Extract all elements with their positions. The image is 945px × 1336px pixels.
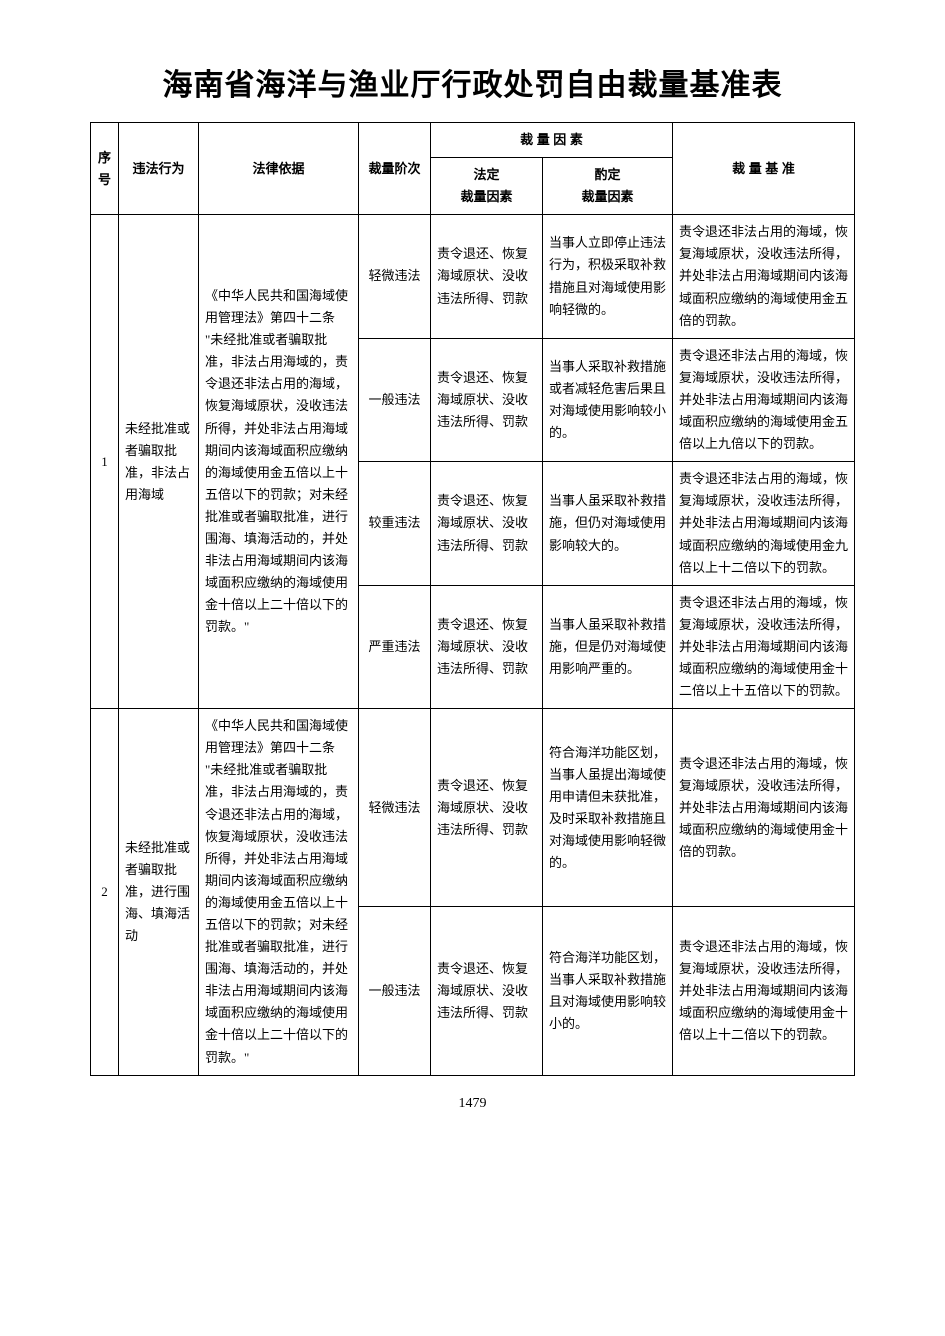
cell-factor-a: 责令退还、恢复海域原状、没收违法所得、罚款	[431, 907, 543, 1075]
cell-factor-b: 当事人虽采取补救措施，但是仍对海域使用影响严重的。	[543, 585, 673, 708]
page-number: 1479	[90, 1096, 855, 1112]
header-factor-a: 法定 裁量因素	[431, 158, 543, 215]
cell-stage: 轻微违法	[359, 215, 431, 338]
header-law: 法律依据	[199, 123, 359, 215]
table-header-row: 序号 违法行为 法律依据 裁量阶次 裁 量 因 素 裁 量 基 准	[91, 123, 855, 158]
cell-factor-a: 责令退还、恢复海域原状、没收违法所得、罚款	[431, 215, 543, 338]
cell-factor-b: 当事人采取补救措施或者减轻危害后果且对海域使用影响较小的。	[543, 338, 673, 461]
cell-stage: 轻微违法	[359, 709, 431, 907]
header-factor-group: 裁 量 因 素	[431, 123, 673, 158]
cell-factor-a: 责令退还、恢复海域原状、没收违法所得、罚款	[431, 338, 543, 461]
cell-seq: 1	[91, 215, 119, 709]
cell-stage: 一般违法	[359, 907, 431, 1075]
cell-law: 《中华人民共和国海域使用管理法》第四十二条 "未经批准或者骗取批准，非法占用海域…	[199, 215, 359, 709]
cell-standard: 责令退还非法占用的海域，恢复海域原状，没收违法所得，并处非法占用海域期间内该海域…	[673, 709, 855, 907]
table-row: 2 未经批准或者骗取批准，进行围海、填海活动 《中华人民共和国海域使用管理法》第…	[91, 709, 855, 907]
cell-act: 未经批准或者骗取批准，非法占用海域	[119, 215, 199, 709]
cell-standard: 责令退还非法占用的海域，恢复海域原状，没收违法所得，并处非法占用海域期间内该海域…	[673, 585, 855, 708]
header-stage: 裁量阶次	[359, 123, 431, 215]
cell-act: 未经批准或者骗取批准，进行围海、填海活动	[119, 709, 199, 1076]
header-act: 违法行为	[119, 123, 199, 215]
cell-stage: 较重违法	[359, 462, 431, 585]
document-title: 海南省海洋与渔业厅行政处罚自由裁量基准表	[90, 60, 855, 104]
cell-seq: 2	[91, 709, 119, 1076]
cell-standard: 责令退还非法占用的海域，恢复海域原状，没收违法所得，并处非法占用海域期间内该海域…	[673, 338, 855, 461]
cell-standard: 责令退还非法占用的海域，恢复海域原状，没收违法所得，并处非法占用海域期间内该海域…	[673, 907, 855, 1075]
cell-factor-a: 责令退还、恢复海域原状、没收违法所得、罚款	[431, 585, 543, 708]
cell-factor-a: 责令退还、恢复海域原状、没收违法所得、罚款	[431, 709, 543, 907]
header-factor-b: 酌定 裁量因素	[543, 158, 673, 215]
header-factor-b-l2: 裁量因素	[581, 189, 633, 204]
cell-factor-b: 当事人虽采取补救措施，但仍对海域使用影响较大的。	[543, 462, 673, 585]
header-factor-a-l2: 裁量因素	[460, 189, 512, 204]
document-page: 海南省海洋与渔业厅行政处罚自由裁量基准表 序号 违法行为 法律依据 裁量阶次 裁…	[0, 0, 945, 1152]
cell-factor-b: 符合海洋功能区划，当事人虽提出海域使用申请但未获批准，及时采取补救措施且对海域使…	[543, 709, 673, 907]
cell-law: 《中华人民共和国海域使用管理法》第四十二条 "未经批准或者骗取批准，非法占用海域…	[199, 709, 359, 1076]
cell-factor-a: 责令退还、恢复海域原状、没收违法所得、罚款	[431, 462, 543, 585]
cell-stage: 一般违法	[359, 338, 431, 461]
cell-standard: 责令退还非法占用的海域，恢复海域原状，没收违法所得，并处非法占用海域期间内该海域…	[673, 462, 855, 585]
table-row: 1 未经批准或者骗取批准，非法占用海域 《中华人民共和国海域使用管理法》第四十二…	[91, 215, 855, 338]
cell-factor-b: 当事人立即停止违法行为，积极采取补救措施且对海域使用影响轻微的。	[543, 215, 673, 338]
penalty-table: 序号 违法行为 法律依据 裁量阶次 裁 量 因 素 裁 量 基 准 法定 裁量因…	[90, 122, 855, 1076]
header-factor-b-l1: 酌定	[594, 167, 620, 182]
header-factor-a-l1: 法定	[473, 167, 499, 182]
cell-stage: 严重违法	[359, 585, 431, 708]
cell-standard: 责令退还非法占用的海域，恢复海域原状，没收违法所得，并处非法占用海域期间内该海域…	[673, 215, 855, 338]
header-standard: 裁 量 基 准	[673, 123, 855, 215]
cell-factor-b: 符合海洋功能区划，当事人采取补救措施且对海域使用影响较小的。	[543, 907, 673, 1075]
header-seq: 序号	[91, 123, 119, 215]
